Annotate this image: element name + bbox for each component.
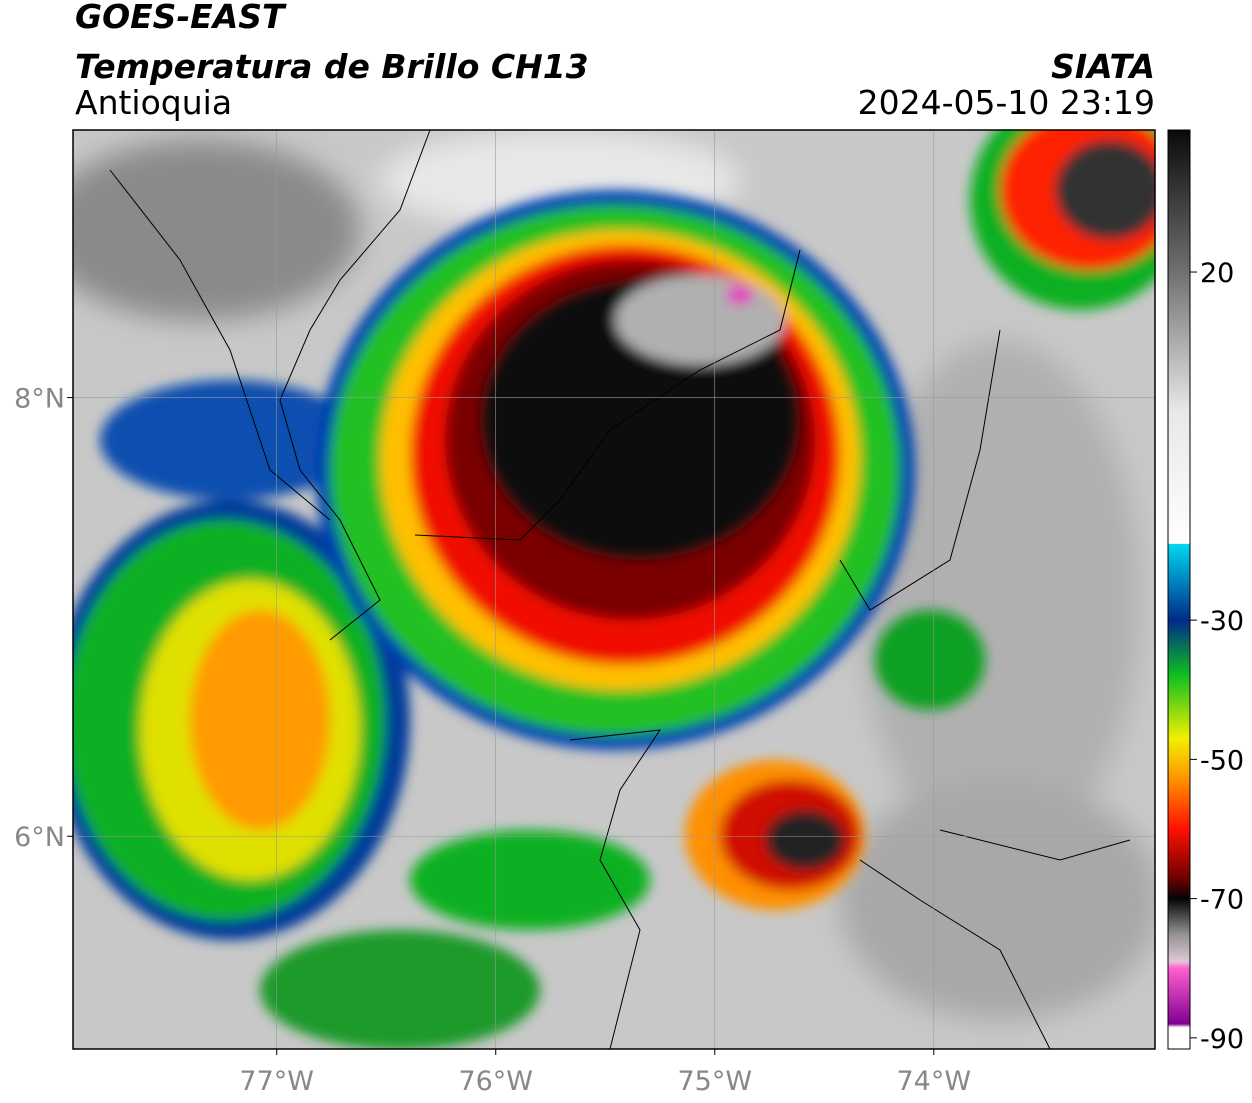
colorbar-tick-label: -30 — [1200, 606, 1244, 637]
x-tick-label: 74°W — [897, 1066, 972, 1097]
title: GOES-EAST — [75, 0, 287, 36]
x-tick-label: 76°W — [458, 1066, 533, 1097]
region: Antioquia — [75, 83, 232, 122]
colorbar-tick-label: 20 — [1200, 258, 1234, 289]
x-tick-label: 75°W — [677, 1066, 752, 1097]
colorbar — [1167, 129, 1191, 1050]
y-tick-label: 8°N — [14, 384, 65, 415]
colorbar-tick-label: -90 — [1200, 1024, 1244, 1055]
colorbar-tick-label: -70 — [1200, 885, 1244, 916]
subtitle: Temperatura de Brillo CH13 — [75, 47, 589, 86]
timestamp: 2024-05-10 23:19 — [858, 83, 1155, 122]
map-frame — [72, 129, 1156, 1050]
x-tick-label: 77°W — [239, 1066, 314, 1097]
colorbar-tick-label: -50 — [1200, 745, 1244, 776]
satellite-image — [73, 130, 1155, 1049]
y-tick-label: 6°N — [14, 822, 65, 853]
source: SIATA — [1051, 47, 1155, 86]
